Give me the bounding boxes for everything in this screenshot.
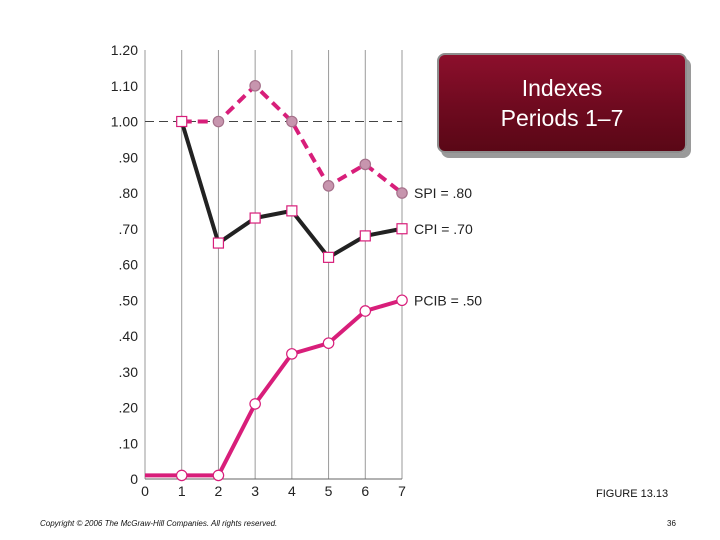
cpi-data-point [249, 212, 261, 224]
spi-data-point [286, 115, 298, 128]
cpi-series-label: CPI = .70 [414, 221, 473, 237]
y-tick-label: 0 [130, 471, 138, 487]
spi-data-point [359, 158, 372, 171]
x-tick-label: 0 [141, 483, 149, 499]
series-labels: SPI = .80 CPI = .70 PCIB = .50 [414, 185, 482, 308]
y-tick-label: 1.10 [111, 78, 138, 94]
y-tick-label: .10 [119, 435, 139, 451]
series-layer [145, 79, 408, 482]
x-tick-label: 6 [361, 483, 369, 499]
y-tick-label: .40 [119, 328, 139, 344]
chart-title-callout: Indexes Periods 1–7 [437, 53, 687, 153]
pcib-data-point [249, 398, 261, 410]
y-tick-label: .30 [119, 364, 139, 380]
y-tick-label: .80 [119, 185, 139, 201]
spi-data-point [212, 115, 225, 128]
cpi-data-point [359, 230, 371, 242]
pcib-series-line [145, 298, 403, 478]
y-tick-label: 1.20 [111, 42, 138, 58]
cpi-data-point [286, 205, 298, 217]
x-tick-label: 3 [251, 483, 259, 499]
y-tick-label: .60 [119, 257, 139, 273]
cpi-data-point [212, 237, 225, 249]
copyright-notice: Copyright © 2006 The McGraw-Hill Compani… [40, 519, 278, 528]
x-tick-labels: 0 1 2 3 4 5 6 7 [141, 483, 406, 499]
x-tick-label: 1 [178, 483, 186, 499]
y-tick-label: .70 [119, 221, 139, 237]
y-tick-label: .50 [119, 292, 139, 308]
cpi-data-point [176, 115, 188, 128]
y-tick-label: 1.00 [111, 114, 138, 130]
x-tick-label: 2 [215, 483, 223, 499]
pcib-data-point [359, 305, 372, 317]
spi-series-label: SPI = .80 [414, 185, 472, 201]
spi-data-point [396, 187, 408, 199]
spi-data-point [249, 79, 261, 92]
y-tick-label: .20 [119, 400, 139, 416]
y-tick-label: .90 [119, 149, 139, 165]
figure-label: FIGURE 13.13 [596, 488, 669, 500]
pcib-data-point [175, 469, 188, 482]
x-tick-label: 5 [325, 483, 333, 499]
chart-title: Indexes [521, 75, 603, 101]
x-tick-label: 4 [288, 483, 296, 499]
pcib-series-label: PCIB = .50 [414, 292, 482, 308]
page-number: 36 [667, 519, 676, 528]
spi-data-point [322, 180, 335, 192]
y-tick-labels: 0 .10 .20 .30 .40 .50 .60 .70 .80 .90 1.00 1.10 1.20 [111, 42, 138, 487]
pcib-data-point [396, 294, 408, 307]
cpi-data-point [396, 223, 408, 235]
pcib-data-point [212, 469, 225, 482]
x-tick-label: 7 [398, 483, 406, 499]
pcib-data-point [322, 337, 335, 349]
grid-layer [144, 50, 403, 480]
pcib-data-point [286, 348, 298, 360]
chart-subtitle: Periods 1–7 [500, 105, 624, 131]
cpi-data-point [322, 251, 335, 263]
